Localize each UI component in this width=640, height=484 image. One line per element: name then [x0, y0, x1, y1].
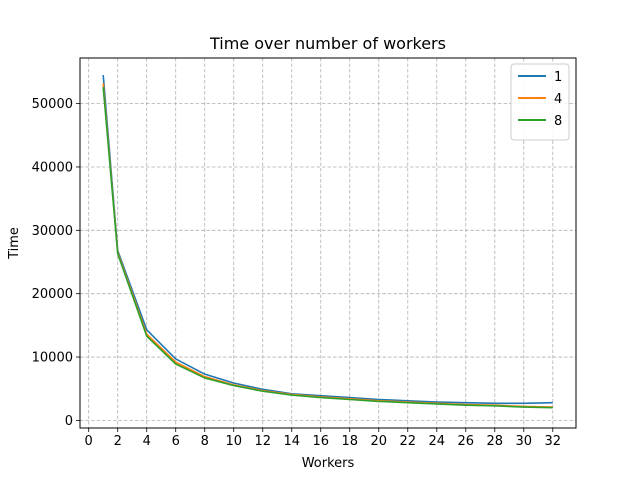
x-tick-label: 30: [516, 434, 533, 449]
x-tick-label: 32: [545, 434, 562, 449]
x-tick-label: 16: [312, 434, 329, 449]
x-axis-ticks: 0 2 4 6 8 10 12 14 16 18 20 22 24 26 28 30 32: [85, 428, 562, 449]
x-tick-label: 26: [458, 434, 475, 449]
x-tick-label: 24: [428, 434, 445, 449]
legend-label: 1: [554, 70, 562, 85]
y-tick-label: 40000: [32, 160, 73, 175]
y-axis-ticks: 0 10000 20000 30000 40000 50000: [32, 97, 80, 429]
x-tick-label: 2: [114, 434, 122, 449]
series-line-1: [102, 75, 553, 405]
y-axis-label: Time: [7, 227, 22, 260]
y-tick-label: 20000: [32, 287, 73, 302]
x-tick-label: 4: [143, 434, 151, 449]
x-tick-label: 0: [85, 434, 93, 449]
x-axis-label: Workers: [302, 456, 355, 471]
series-line-8: [102, 87, 553, 409]
y-tick-label: 0: [65, 414, 73, 429]
series-lines: [102, 75, 553, 409]
chart-title: Time over number of workers: [209, 34, 446, 53]
y-tick-label: 10000: [32, 351, 73, 366]
x-tick-label: 28: [487, 434, 504, 449]
x-tick-label: 10: [225, 434, 242, 449]
legend-label: 8: [554, 114, 562, 129]
y-tick-label: 50000: [32, 97, 73, 112]
plot-area-frame: [79, 57, 577, 429]
y-tick-label: 30000: [32, 224, 73, 239]
x-tick-label: 20: [370, 434, 387, 449]
legend-label: 4: [554, 92, 562, 107]
x-tick-label: 18: [341, 434, 358, 449]
x-tick-label: 14: [283, 434, 300, 449]
x-tick-label: 6: [172, 434, 180, 449]
grid: [80, 58, 576, 428]
x-tick-label: 12: [254, 434, 271, 449]
x-tick-label: 8: [201, 434, 209, 449]
legend: 1 4 8: [510, 63, 570, 141]
x-tick-label: 22: [399, 434, 416, 449]
